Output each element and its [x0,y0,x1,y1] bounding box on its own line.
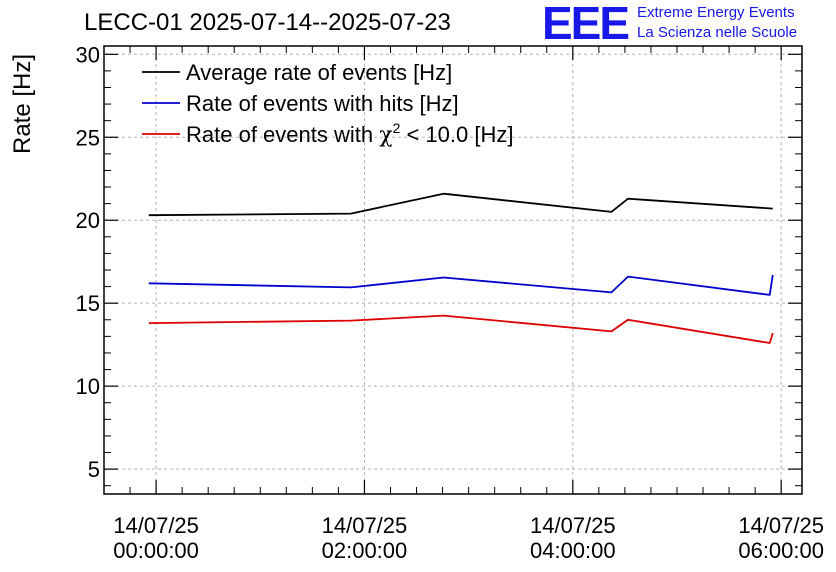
axis-ticks [103,46,802,494]
y-tick-label: 15 [76,291,100,316]
eee-logo: EEE [542,0,630,49]
x-tick-label-date: 14/07/25 [113,513,199,538]
y-tick-label: 10 [76,374,100,399]
legend-entry-2: Rate of events with hits [Hz] [186,91,459,116]
eee-logo-line2: La Scienza nelle Scuole [637,24,798,41]
x-tick-label-time: 06:00:00 [738,538,824,563]
x-tick-label-time: 00:00:00 [113,538,199,563]
eee-logo-text: Extreme Energy Events La Scienza nelle S… [637,3,797,43]
y-tick-label: 30 [76,42,100,67]
series-line-1 [148,192,773,217]
y-tick-label: 5 [88,457,100,482]
y-axis-label: Rate [Hz] [9,54,36,154]
legend: Average rate of events [Hz] Rate of event… [142,60,513,148]
legend-entry-1: Average rate of events [Hz] [186,60,452,85]
x-tick-label-date: 14/07/25 [530,513,616,538]
x-tick-label-date: 14/07/25 [322,513,408,538]
series-line-3 [148,314,774,344]
x-tick-label-date: 14/07/25 [738,513,824,538]
x-tick-label-time: 02:00:00 [322,538,408,563]
chart-title: LECC-01 2025-07-14--2025-07-23 [84,9,451,36]
x-tick-label-time: 04:00:00 [530,538,616,563]
y-tick-label: 20 [76,208,100,233]
legend-entry-3: Rate of events with χ2 < 10.0 [Hz] [186,120,513,148]
axis-labels: 5101520253014/07/2500:00:0014/07/2502:00… [76,42,824,563]
y-tick-label: 25 [76,125,100,150]
grid-lines [104,46,802,494]
series-lines [148,192,774,344]
eee-logo-line1: Extreme Energy Events [637,4,795,21]
series-line-2 [148,274,774,296]
